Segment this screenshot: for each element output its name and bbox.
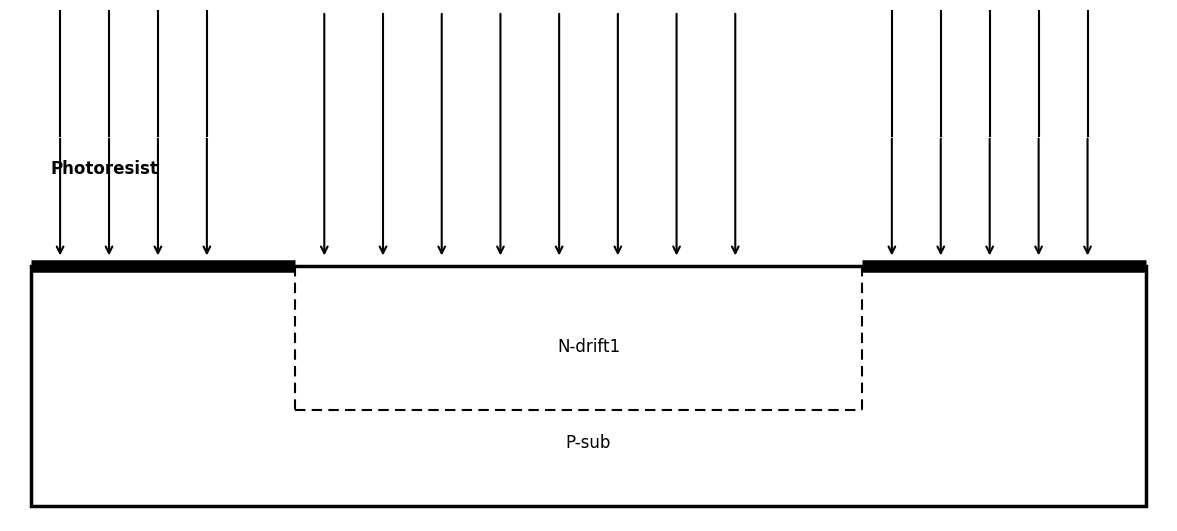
Text: N-drift1: N-drift1 bbox=[557, 338, 620, 356]
Text: Photoresist: Photoresist bbox=[51, 160, 158, 178]
Bar bbox=[31, 266, 1146, 506]
Text: P-sub: P-sub bbox=[566, 434, 611, 452]
